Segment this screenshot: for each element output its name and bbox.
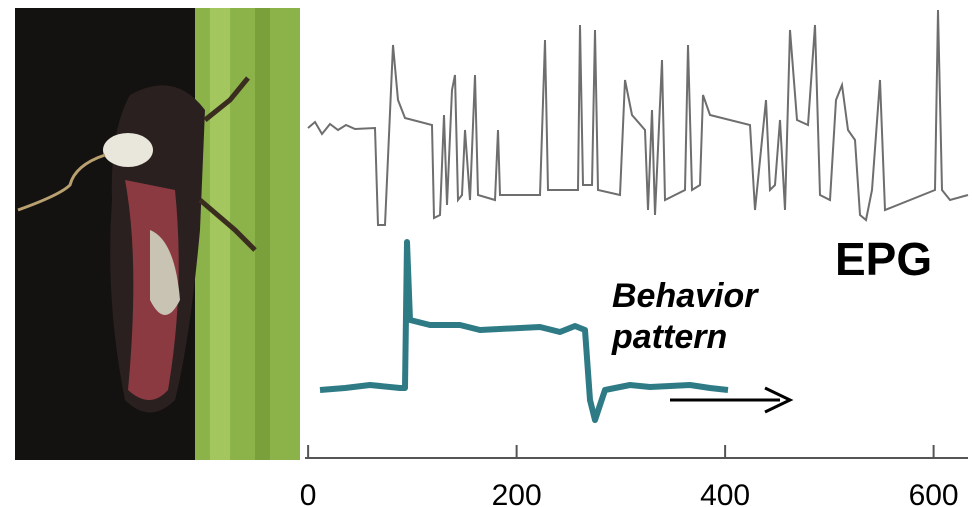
arrow bbox=[670, 386, 794, 414]
insect-photo bbox=[15, 8, 300, 460]
behavior-line bbox=[319, 239, 729, 423]
epg-label: EPG bbox=[835, 233, 932, 285]
epg-waveform bbox=[307, 9, 969, 226]
behavior-label: pattern bbox=[611, 318, 727, 356]
x-tick-label: 600 bbox=[909, 479, 959, 507]
x-tick-label: 0 bbox=[300, 479, 317, 507]
x-tick-label: 400 bbox=[700, 479, 750, 507]
x-tick-label: 200 bbox=[492, 479, 542, 507]
behavior-label: Behavior bbox=[612, 277, 759, 315]
